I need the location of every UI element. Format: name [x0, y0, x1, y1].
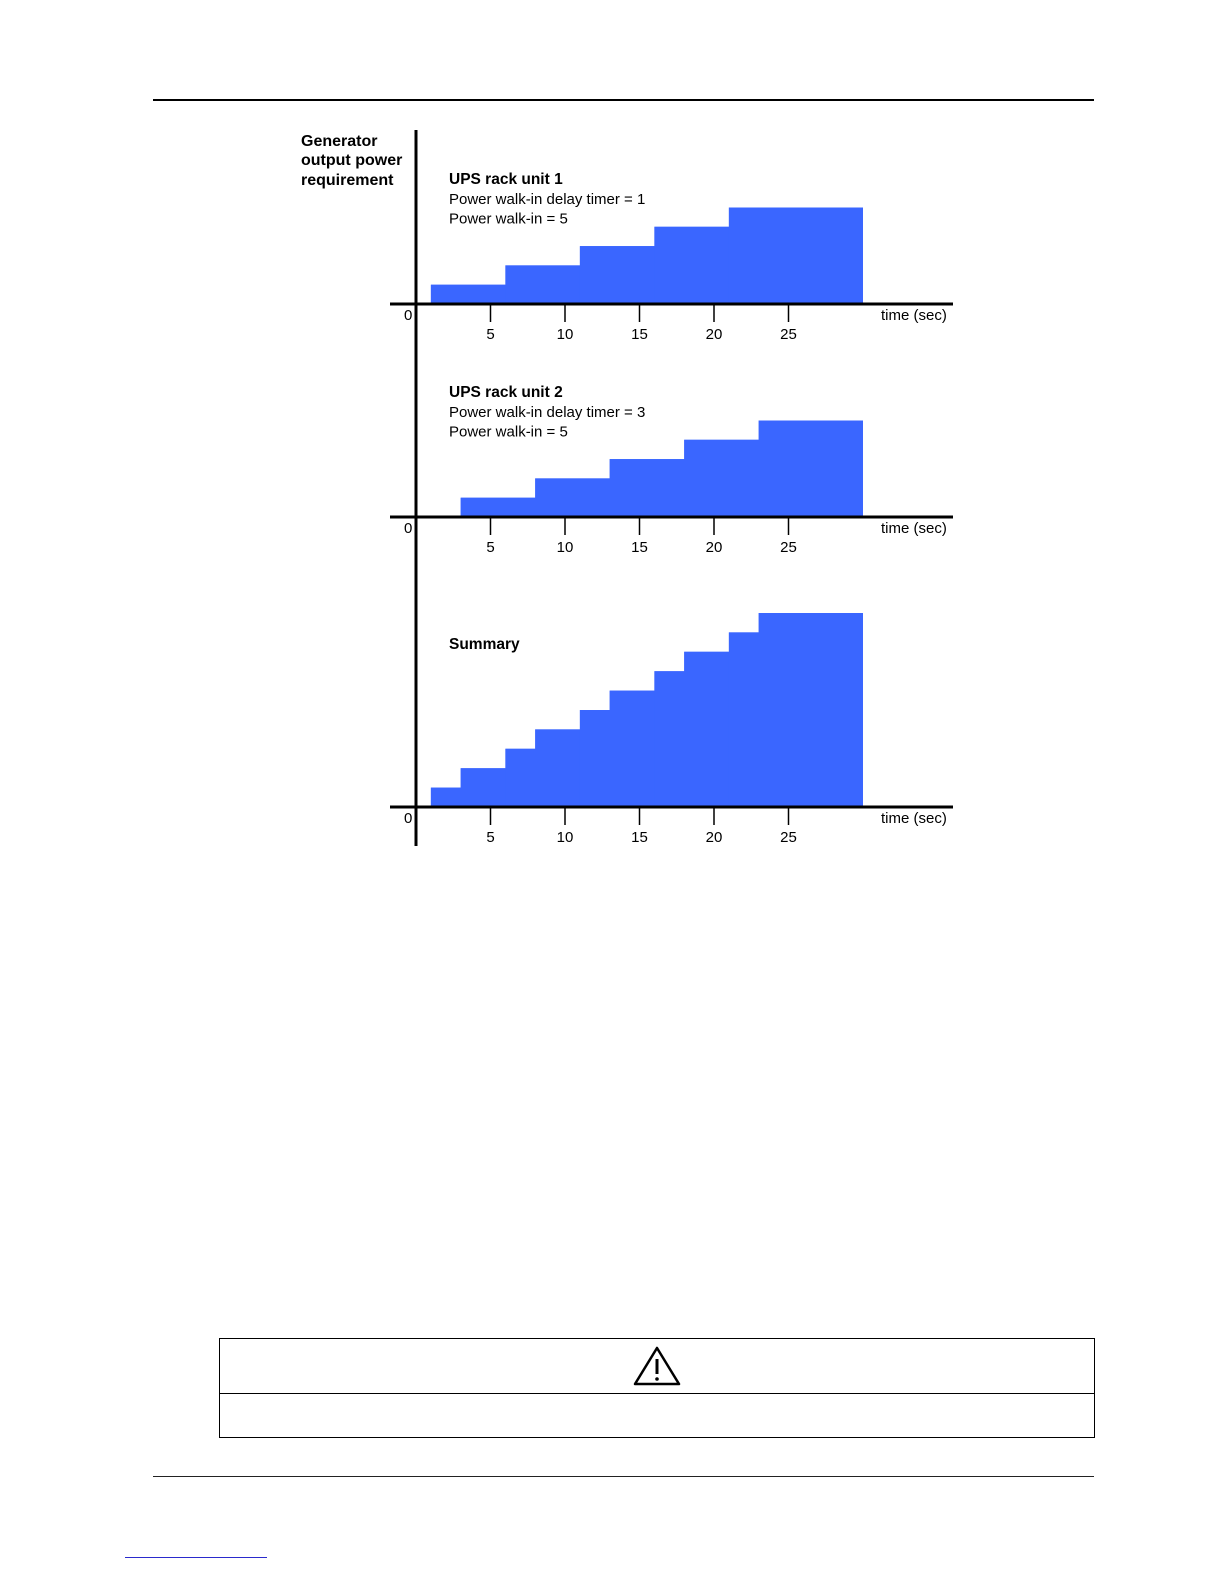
- x-tick-label: 15: [631, 829, 648, 846]
- chart-panels: 5 10 15 20 25 0 time (sec) UPS rack unit 1 Power…: [390, 171, 953, 846]
- x-origin-label: 0: [404, 307, 412, 324]
- chart-panel-1: 5 10 15 20 25 0 time (sec) UPS rack unit 1 Power…: [390, 171, 953, 343]
- step-bar-3: [505, 748, 536, 807]
- x-tick-label: 25: [780, 539, 797, 556]
- step-bar-6: [609, 690, 655, 807]
- x-tick-label: 20: [706, 829, 723, 846]
- step-bar-1: [430, 284, 506, 304]
- x-tick-label: 25: [780, 829, 797, 846]
- panel-note: Power walk-in = 5: [449, 424, 568, 441]
- step-bar-3: [609, 459, 685, 517]
- y-axis-label-line-3: requirement: [301, 172, 394, 189]
- panel-title: Summary: [449, 636, 520, 653]
- x-tick-label: 20: [706, 326, 723, 343]
- y-axis-label: Generator output power requirement: [301, 133, 407, 189]
- footer-link-underline[interactable]: [125, 1557, 267, 1558]
- step-bar-3: [579, 246, 655, 304]
- step-bar-5: [758, 420, 863, 517]
- x-origin-label: 0: [404, 520, 412, 537]
- step-bar-8: [684, 651, 729, 807]
- x-origin-label: 0: [404, 810, 412, 827]
- caution-header: [220, 1339, 1094, 1394]
- step-bar-5: [728, 207, 863, 304]
- step-bar-2: [460, 768, 506, 807]
- header-rule: [153, 99, 1094, 101]
- step-bar-2: [505, 265, 580, 304]
- x-tick-label: 5: [486, 539, 494, 556]
- step-bar-5: [579, 710, 610, 807]
- x-tick-label: 10: [557, 539, 574, 556]
- chart-panel-3: 5 10 15 20 25 0 time (sec) Summary: [390, 613, 953, 846]
- panel-note: Power walk-in delay timer = 3: [449, 404, 645, 421]
- panel-title: UPS rack unit 1: [449, 171, 563, 188]
- x-axis-label: time (sec): [881, 810, 947, 827]
- y-axis-label-line-2: output power: [301, 152, 402, 169]
- caution-body: [220, 1394, 1094, 1437]
- chart-panel-2: 5 10 15 20 25 0 time (sec) UPS rack unit 2 Power…: [390, 384, 953, 556]
- x-tick-label: 20: [706, 539, 723, 556]
- step-bar-7: [654, 671, 685, 807]
- step-bar-4: [535, 729, 580, 807]
- x-tick-label: 10: [557, 829, 574, 846]
- caution-box: [219, 1338, 1095, 1438]
- panel-title: UPS rack unit 2: [449, 384, 563, 401]
- x-tick-label: 25: [780, 326, 797, 343]
- footer-rule: [153, 1476, 1094, 1477]
- x-tick-label: 15: [631, 326, 648, 343]
- warning-triangle-icon: [633, 1346, 681, 1386]
- x-axis-label: time (sec): [881, 520, 947, 537]
- x-tick-label: 5: [486, 829, 494, 846]
- step-bar-2: [535, 478, 610, 517]
- x-tick-label: 10: [557, 326, 574, 343]
- x-axis-label: time (sec): [881, 307, 947, 324]
- step-bar-1: [430, 787, 461, 807]
- x-tick-label: 5: [486, 326, 494, 343]
- panel-note: Power walk-in = 5: [449, 211, 568, 228]
- step-bar-4: [684, 439, 759, 517]
- step-bar-4: [654, 226, 729, 304]
- x-tick-label: 15: [631, 539, 648, 556]
- y-axis-label-line-1: Generator: [301, 133, 377, 150]
- step-bar-9: [728, 632, 759, 807]
- step-bar-1: [460, 497, 536, 517]
- step-bar-10: [758, 613, 863, 807]
- panel-note: Power walk-in delay timer = 1: [449, 191, 645, 208]
